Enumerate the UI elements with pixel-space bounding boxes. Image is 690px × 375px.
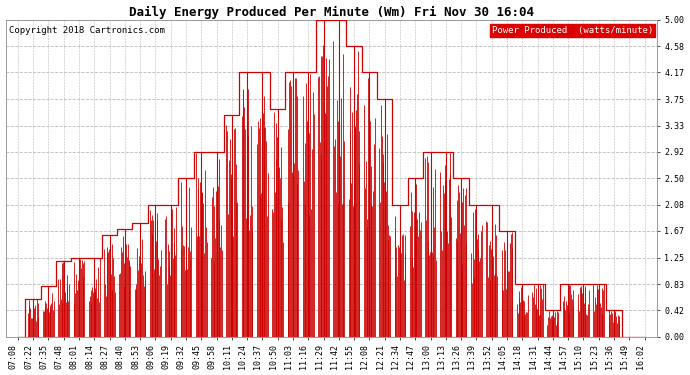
Title: Daily Energy Produced Per Minute (Wm) Fri Nov 30 16:04: Daily Energy Produced Per Minute (Wm) Fr… bbox=[128, 6, 533, 19]
Text: Copyright 2018 Cartronics.com: Copyright 2018 Cartronics.com bbox=[9, 26, 165, 35]
Text: Power Produced  (watts/minute): Power Produced (watts/minute) bbox=[492, 26, 653, 35]
